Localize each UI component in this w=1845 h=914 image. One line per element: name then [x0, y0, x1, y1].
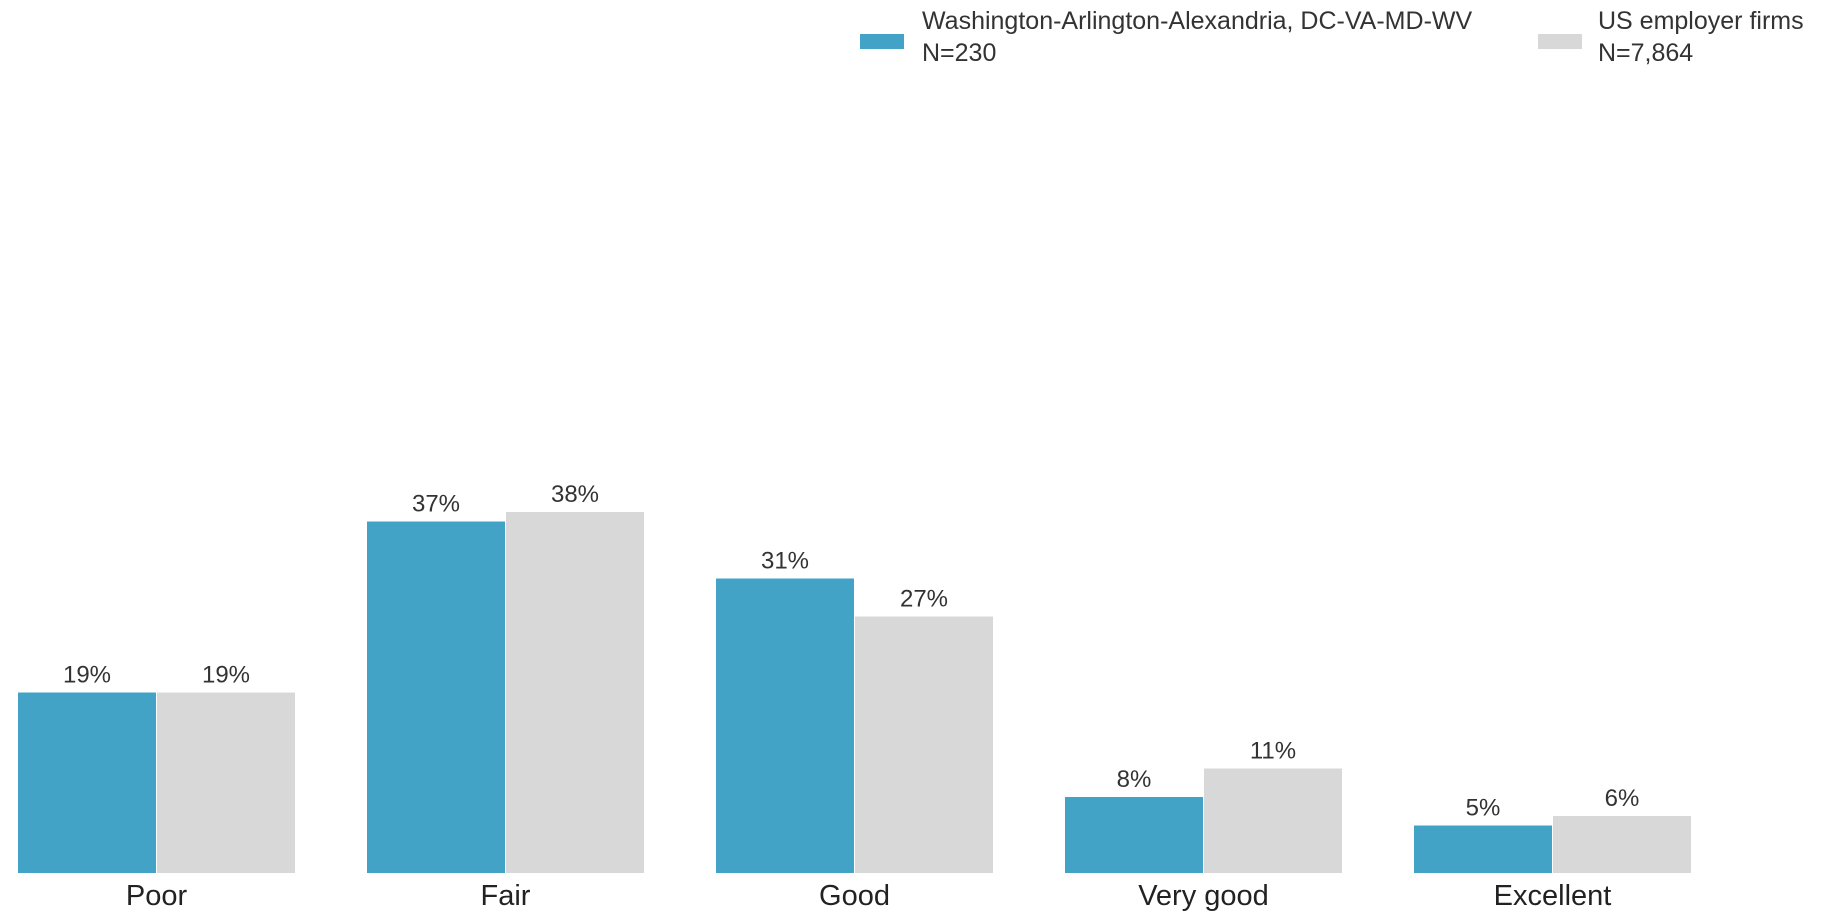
x-tick-label-poor: Poor — [126, 880, 188, 912]
bar-excellent-washington — [1414, 825, 1552, 873]
data-label-fair-us-employer-firms: 38% — [551, 481, 599, 508]
bar-poor-us-employer-firms — [157, 692, 295, 873]
x-tick-label-good: Good — [819, 880, 890, 912]
x-tick-label-very-good: Very good — [1138, 880, 1269, 912]
bar-excellent-us-employer-firms — [1553, 816, 1691, 873]
bar-fair-washington — [367, 521, 505, 873]
legend-label-us-employer-firms: US employer firms — [1598, 7, 1804, 35]
data-label-poor-us-employer-firms: 19% — [202, 662, 250, 689]
legend-item-washington: Washington-Arlington-Alexandria, DC-VA-M… — [860, 7, 1472, 67]
x-tick-label-excellent: Excellent — [1494, 880, 1612, 912]
legend-sample-us-employer-firms: N=7,864 — [1598, 39, 1693, 67]
bar-very-good-washington — [1065, 797, 1203, 873]
legend-label-washington: Washington-Arlington-Alexandria, DC-VA-M… — [922, 7, 1472, 35]
data-label-excellent-us-employer-firms: 6% — [1605, 785, 1640, 812]
data-label-poor-washington: 19% — [63, 662, 111, 689]
legend-sample-washington: N=230 — [922, 39, 996, 67]
data-label-excellent-washington: 5% — [1466, 795, 1501, 822]
legend-swatch-us-employer-firms — [1538, 34, 1582, 49]
data-label-very-good-us-employer-firms: 11% — [1250, 738, 1296, 765]
legend: Washington-Arlington-Alexandria, DC-VA-M… — [860, 7, 1804, 67]
bar-very-good-us-employer-firms — [1204, 768, 1342, 873]
bar-fair-us-employer-firms — [506, 512, 644, 873]
plot-area: 19% 19% Poor 37% 38% Fair 31% 27% Good 8% 11% Very … — [18, 481, 1691, 912]
bar-poor-washington — [18, 692, 156, 873]
data-label-good-us-employer-firms: 27% — [900, 586, 948, 613]
data-label-very-good-washington: 8% — [1117, 766, 1152, 793]
x-tick-label-fair: Fair — [481, 880, 531, 912]
legend-swatch-washington — [860, 34, 904, 49]
legend-item-us-employer-firms: US employer firms N=7,864 — [1538, 7, 1804, 67]
data-label-good-washington: 31% — [761, 548, 809, 575]
bar-good-us-employer-firms — [855, 616, 993, 873]
data-label-fair-washington: 37% — [412, 491, 460, 518]
bar-good-washington — [716, 578, 854, 873]
